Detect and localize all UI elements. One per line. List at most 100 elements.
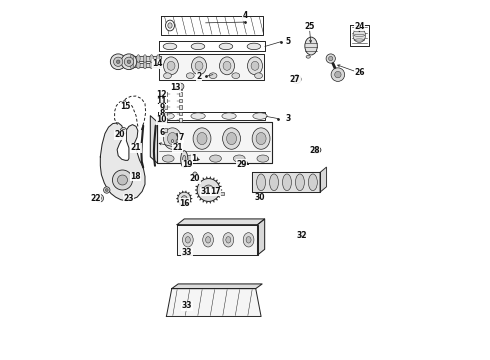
Ellipse shape [206, 176, 207, 179]
Ellipse shape [295, 174, 304, 191]
Polygon shape [177, 225, 258, 255]
Text: 19: 19 [183, 160, 193, 169]
Ellipse shape [199, 199, 201, 200]
Text: 27: 27 [290, 76, 300, 85]
Text: 16: 16 [179, 199, 190, 208]
Ellipse shape [255, 73, 263, 78]
Ellipse shape [183, 156, 186, 163]
Bar [179, 112, 182, 115]
Ellipse shape [252, 128, 270, 149]
Text: 14: 14 [152, 59, 163, 68]
Ellipse shape [210, 201, 211, 203]
Circle shape [121, 54, 137, 69]
Text: 20: 20 [115, 130, 125, 139]
Ellipse shape [300, 233, 304, 236]
Ellipse shape [195, 61, 203, 70]
Ellipse shape [192, 172, 197, 181]
Circle shape [181, 196, 187, 202]
Ellipse shape [164, 57, 178, 75]
Ellipse shape [160, 113, 174, 119]
Polygon shape [350, 24, 368, 46]
Bar [220, 192, 223, 195]
Text: 24: 24 [354, 22, 365, 31]
Ellipse shape [196, 186, 197, 187]
Ellipse shape [256, 132, 266, 145]
Ellipse shape [176, 140, 178, 143]
Circle shape [326, 54, 335, 63]
Bar [164, 99, 167, 103]
Ellipse shape [137, 55, 140, 62]
Ellipse shape [216, 180, 218, 181]
Text: 9: 9 [159, 103, 164, 112]
Polygon shape [252, 172, 320, 192]
Circle shape [177, 83, 184, 90]
Ellipse shape [247, 43, 261, 50]
Ellipse shape [220, 57, 235, 75]
Bar [179, 99, 182, 103]
Ellipse shape [164, 128, 181, 149]
Ellipse shape [197, 196, 199, 198]
Ellipse shape [193, 128, 211, 149]
Ellipse shape [167, 61, 175, 70]
Circle shape [114, 57, 123, 66]
Ellipse shape [306, 55, 310, 58]
Text: 22: 22 [91, 194, 101, 203]
Text: 13: 13 [170, 83, 181, 92]
Circle shape [118, 175, 127, 185]
Circle shape [98, 197, 101, 200]
Ellipse shape [185, 191, 186, 193]
Text: 21: 21 [172, 143, 183, 152]
Ellipse shape [196, 193, 197, 194]
Ellipse shape [209, 73, 217, 78]
Text: 23: 23 [123, 194, 133, 203]
Polygon shape [167, 289, 261, 316]
Ellipse shape [130, 61, 134, 69]
Ellipse shape [257, 155, 269, 162]
Circle shape [197, 179, 220, 202]
Circle shape [123, 195, 129, 201]
Ellipse shape [164, 73, 171, 78]
Ellipse shape [186, 155, 198, 162]
Ellipse shape [218, 196, 220, 198]
Circle shape [96, 194, 103, 202]
Ellipse shape [199, 180, 201, 181]
Ellipse shape [220, 189, 222, 190]
Text: 3: 3 [285, 114, 291, 123]
Circle shape [103, 187, 110, 193]
Ellipse shape [283, 174, 292, 191]
Ellipse shape [223, 61, 231, 70]
Ellipse shape [246, 237, 251, 243]
Ellipse shape [308, 174, 318, 191]
Ellipse shape [253, 113, 267, 119]
Ellipse shape [206, 201, 207, 203]
Text: 6: 6 [159, 128, 164, 137]
Text: 15: 15 [120, 102, 130, 111]
Text: 18: 18 [130, 172, 141, 181]
Circle shape [331, 68, 344, 81]
Bar [164, 112, 167, 115]
Ellipse shape [191, 43, 205, 50]
Ellipse shape [216, 199, 218, 200]
Polygon shape [150, 116, 157, 163]
Circle shape [122, 129, 125, 132]
Ellipse shape [150, 61, 153, 69]
Ellipse shape [203, 177, 204, 180]
Ellipse shape [179, 203, 180, 205]
Ellipse shape [186, 73, 194, 78]
Bar [164, 105, 167, 109]
Ellipse shape [223, 233, 234, 247]
Text: 33: 33 [182, 248, 193, 257]
Text: 25: 25 [304, 22, 315, 31]
Bar [179, 105, 182, 109]
Ellipse shape [191, 198, 192, 199]
Polygon shape [258, 219, 265, 255]
Ellipse shape [130, 55, 134, 62]
Ellipse shape [210, 176, 211, 179]
Text: 7: 7 [178, 133, 183, 142]
Ellipse shape [191, 113, 205, 119]
Ellipse shape [156, 55, 160, 62]
Ellipse shape [192, 57, 207, 75]
Ellipse shape [195, 189, 197, 190]
Ellipse shape [226, 237, 231, 243]
Ellipse shape [353, 28, 366, 42]
